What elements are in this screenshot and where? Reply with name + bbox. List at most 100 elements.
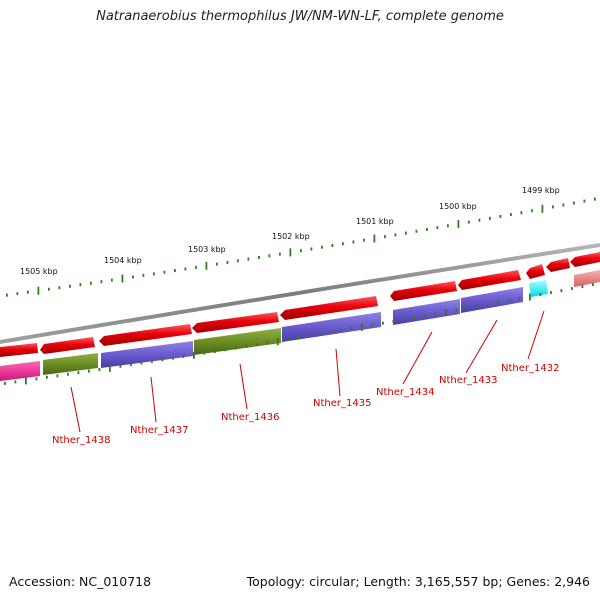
lower-tick bbox=[235, 346, 237, 350]
gene-leader-line bbox=[335, 348, 341, 397]
lower-tick bbox=[109, 364, 111, 372]
scale-tick bbox=[478, 218, 481, 222]
lower-tick bbox=[508, 298, 510, 302]
lower-tick bbox=[130, 363, 132, 367]
gene-label[interactable]: Nther_1432 bbox=[501, 363, 559, 374]
scale-tick bbox=[27, 290, 29, 294]
cog-feature[interactable] bbox=[393, 299, 460, 325]
scale-tick bbox=[174, 269, 176, 273]
cog-feature[interactable] bbox=[529, 280, 548, 297]
cds-feature[interactable] bbox=[570, 252, 600, 267]
scale-tick bbox=[573, 201, 575, 205]
gene-label[interactable]: Nther_1433 bbox=[439, 375, 497, 386]
gene-label[interactable]: Nther_1435 bbox=[313, 398, 371, 409]
scale-tick bbox=[6, 293, 8, 297]
scale-tick bbox=[363, 238, 365, 242]
scale-tick bbox=[510, 213, 512, 217]
lower-tick bbox=[308, 334, 311, 338]
lower-tick bbox=[287, 337, 290, 341]
scale-tick bbox=[373, 234, 376, 243]
scale-tick bbox=[226, 260, 229, 264]
cds-feature[interactable] bbox=[574, 270, 600, 287]
lower-tick bbox=[203, 351, 206, 355]
scale-tick bbox=[195, 265, 197, 269]
scale-tick bbox=[37, 286, 40, 295]
scale-label: 1499 kbp bbox=[522, 186, 560, 195]
lower-tick bbox=[245, 344, 248, 348]
genome-info-label: Topology: circular; Length: 3,165,557 bp… bbox=[246, 574, 590, 589]
gene-leader-line bbox=[70, 386, 81, 433]
gene-label[interactable]: Nther_1437 bbox=[130, 425, 188, 436]
lower-tick-ring bbox=[4, 283, 594, 385]
cds-feature[interactable] bbox=[280, 296, 378, 320]
scale-tick bbox=[163, 270, 166, 274]
lower-tick bbox=[476, 304, 479, 308]
scale-tick bbox=[583, 199, 586, 203]
lower-tick bbox=[550, 291, 552, 295]
cds-feature[interactable] bbox=[526, 264, 545, 279]
cog-feature[interactable] bbox=[194, 328, 281, 355]
lower-tick bbox=[413, 316, 416, 320]
scale-tick bbox=[457, 219, 460, 228]
cds-track bbox=[0, 252, 600, 357]
cog-feature[interactable] bbox=[0, 361, 40, 381]
lower-tick bbox=[497, 300, 500, 304]
scale-tick bbox=[121, 274, 124, 283]
scale-tick bbox=[594, 197, 596, 201]
scale-tick bbox=[426, 227, 428, 231]
cds-feature[interactable] bbox=[546, 258, 570, 272]
scale-tick bbox=[405, 231, 407, 235]
scale-tick bbox=[69, 284, 71, 288]
lower-tick bbox=[361, 323, 363, 331]
cds-feature[interactable] bbox=[40, 337, 95, 354]
scale-tick bbox=[415, 229, 418, 233]
scale-tick bbox=[48, 287, 50, 291]
cog-feature[interactable] bbox=[101, 341, 193, 368]
scale-tick bbox=[184, 267, 187, 271]
lower-tick bbox=[350, 327, 353, 331]
gene-label[interactable]: Nther_1434 bbox=[376, 387, 434, 398]
lower-tick bbox=[161, 358, 164, 362]
genome-title: Natranaerobius thermophilus JW/NM-WN-LF,… bbox=[96, 9, 504, 24]
cds-feature[interactable] bbox=[390, 281, 457, 301]
lower-tick bbox=[487, 302, 489, 306]
scale-label: 1500 kbp bbox=[439, 202, 477, 211]
cog-feature[interactable] bbox=[282, 312, 381, 342]
cds-feature[interactable] bbox=[99, 324, 192, 346]
scale-tick bbox=[468, 220, 470, 224]
scale-tick bbox=[205, 261, 208, 270]
scale-tick bbox=[258, 255, 260, 259]
scale-label: 1502 kbp bbox=[272, 232, 310, 241]
scale-tick bbox=[58, 286, 61, 290]
lower-tick bbox=[592, 283, 594, 287]
cog-feature[interactable] bbox=[43, 353, 98, 375]
lower-tick bbox=[571, 287, 573, 291]
gene-label[interactable]: Nther_1436 bbox=[221, 412, 279, 423]
gene-leader-line bbox=[402, 331, 433, 385]
scale-tick bbox=[447, 224, 449, 228]
lower-tick bbox=[224, 348, 227, 352]
cds-feature[interactable] bbox=[0, 343, 38, 357]
cds-feature[interactable] bbox=[192, 312, 279, 333]
gene-label[interactable]: Nther_1438 bbox=[52, 435, 110, 446]
lower-tick bbox=[266, 341, 269, 345]
lower-tick bbox=[445, 308, 447, 316]
cog-track bbox=[0, 280, 548, 381]
lower-tick bbox=[56, 374, 59, 378]
scale-tick bbox=[436, 226, 439, 230]
cds-feature[interactable] bbox=[458, 270, 521, 290]
scale-tick bbox=[489, 216, 491, 220]
scale-tick bbox=[321, 245, 323, 249]
lower-tick bbox=[182, 354, 185, 358]
scale-tick bbox=[384, 235, 386, 239]
lower-tick bbox=[256, 343, 258, 347]
lower-tick bbox=[14, 380, 17, 384]
gene-leader-lines bbox=[70, 310, 545, 433]
lower-tick bbox=[77, 371, 80, 375]
scale-tick bbox=[247, 257, 250, 261]
scale-label: 1503 kbp bbox=[188, 245, 226, 254]
scale-tick bbox=[216, 262, 218, 266]
lower-tick bbox=[151, 359, 153, 363]
cog-feature[interactable] bbox=[461, 287, 523, 313]
